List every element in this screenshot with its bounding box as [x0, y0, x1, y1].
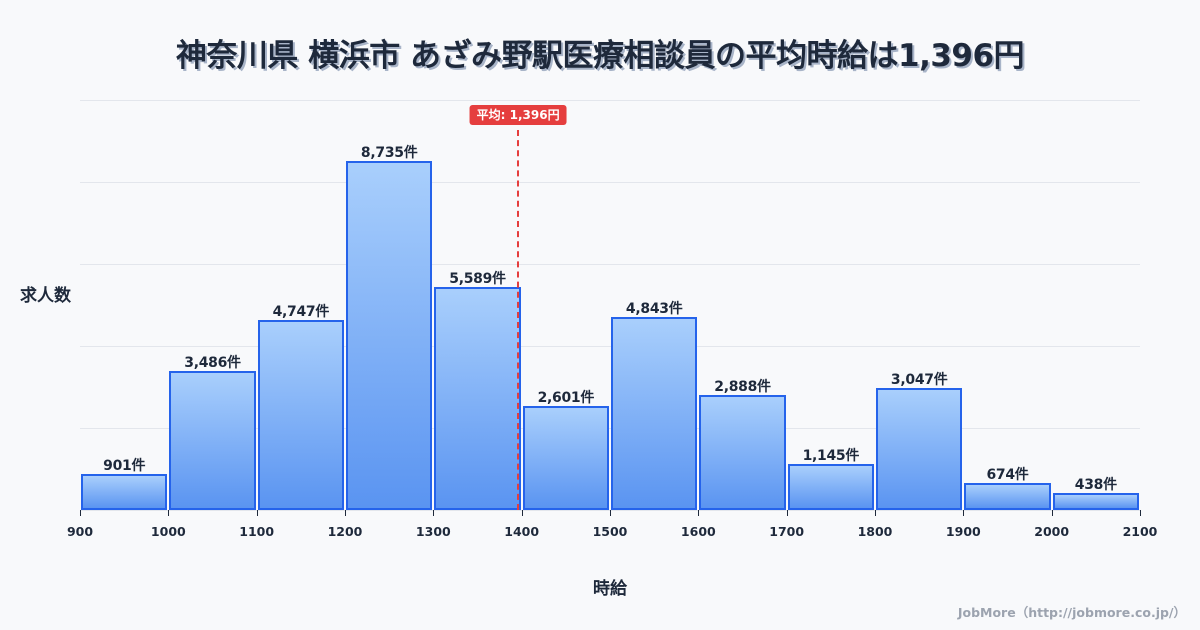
histogram-bar: 438件 [1052, 477, 1139, 510]
bar-value-label: 2,888件 [714, 379, 771, 395]
gridline [80, 100, 1140, 101]
x-tick-label: 1700 [769, 524, 805, 539]
x-tick-label: 1100 [239, 524, 275, 539]
x-tick [1051, 510, 1053, 516]
bar-value-label: 1,145件 [802, 448, 860, 464]
bar-value-label: 438件 [1074, 477, 1117, 493]
x-tick-label: 1900 [945, 524, 981, 539]
x-tick-label: 1300 [415, 524, 451, 539]
x-tick-label: 900 [66, 524, 94, 539]
x-tick-label: 1400 [504, 524, 540, 539]
x-tick [1140, 510, 1141, 516]
histogram-bar: 2,888件 [699, 379, 786, 510]
x-tick-label: 1200 [327, 524, 363, 539]
x-tick [963, 510, 965, 516]
x-tick [610, 510, 611, 516]
histogram-bar: 3,047件 [876, 372, 963, 510]
source-credit: JobMore（http://jobmore.co.jp/） [957, 605, 1186, 620]
bar-value-label: 674件 [986, 467, 1029, 483]
bar-value-label: 3,486件 [184, 355, 241, 371]
x-tick-label: 1000 [150, 524, 186, 539]
chart-title: 神奈川県 横浜市 あざみ野駅医療相談員の平均時給は1,396円 [175, 38, 1025, 74]
x-tick-label: 2000 [1034, 524, 1070, 539]
x-tick [80, 510, 81, 516]
plot-area: 901件 3,486件 4,747件 8,735件 5,589件 2,601件 4,843件… [67, 100, 1157, 539]
gridline [80, 182, 1140, 183]
x-tick [875, 510, 876, 516]
y-axis-label: 求人数 [20, 286, 71, 306]
histogram-bar: 3,486件 [169, 355, 256, 510]
histogram-bar: 1,145件 [787, 448, 874, 510]
gridline [80, 428, 1140, 429]
x-tick [521, 510, 523, 516]
bar-value-label: 2,601件 [537, 390, 595, 406]
x-axis-label: 時給 [593, 579, 627, 599]
bar-value-label: 5,589件 [449, 271, 506, 287]
histogram-bar: 8,735件 [346, 145, 433, 510]
x-tick [168, 510, 170, 516]
bar-value-label: 901件 [103, 458, 146, 474]
x-tick [345, 510, 346, 516]
x-tick [698, 510, 700, 516]
x-tick [786, 510, 788, 516]
bar-value-label: 3,047件 [890, 372, 948, 388]
x-tick-label: 1800 [857, 524, 893, 539]
histogram-bar: 2,601件 [522, 390, 609, 510]
histogram-bar: 4,747件 [257, 304, 344, 510]
x-tick-label: 1500 [592, 524, 628, 539]
bar-value-label: 4,747件 [272, 304, 330, 320]
average-badge: 平均: 1,396円 [469, 105, 567, 125]
histogram-bar: 901件 [81, 458, 168, 510]
gridline [80, 264, 1140, 265]
x-tick [433, 510, 435, 516]
x-tick-label: 1600 [680, 524, 716, 539]
histogram-bar: 5,589件 [434, 271, 521, 510]
gridline [80, 346, 1140, 347]
x-tick-label: 2100 [1122, 524, 1158, 539]
average-line [517, 130, 520, 510]
bar-value-label: 4,843件 [625, 301, 683, 317]
bar-value-label: 8,735件 [360, 145, 418, 161]
histogram-bar: 4,843件 [611, 301, 698, 510]
histogram-bar: 674件 [964, 467, 1051, 510]
x-tick [256, 510, 258, 516]
